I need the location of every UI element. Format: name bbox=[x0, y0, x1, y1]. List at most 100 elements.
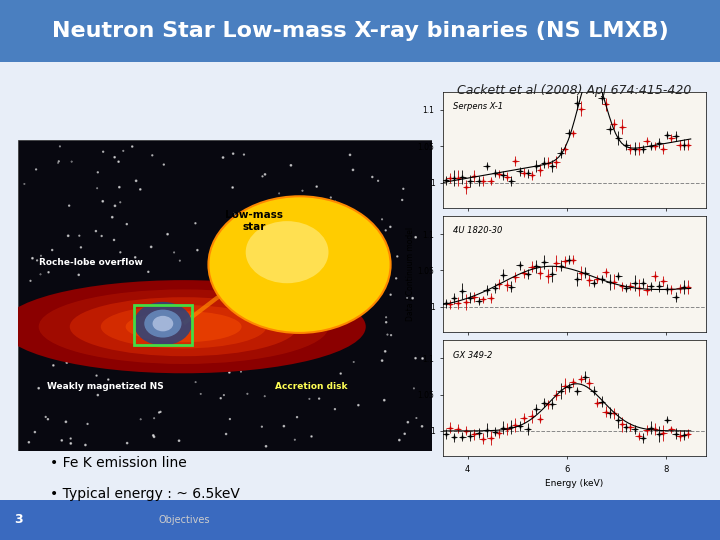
Point bbox=[73, 271, 84, 279]
Point bbox=[155, 408, 166, 416]
Point bbox=[235, 367, 247, 376]
Point bbox=[42, 268, 54, 276]
Point bbox=[217, 285, 228, 293]
Point bbox=[348, 357, 359, 366]
Text: GX 349-2: GX 349-2 bbox=[454, 350, 492, 360]
Point bbox=[294, 247, 305, 256]
Point bbox=[370, 232, 382, 240]
Point bbox=[148, 431, 159, 440]
Point bbox=[130, 253, 141, 262]
Point bbox=[347, 166, 359, 174]
Point bbox=[380, 313, 392, 322]
Point bbox=[259, 170, 271, 179]
Point bbox=[192, 246, 203, 254]
Point bbox=[134, 310, 145, 319]
Point bbox=[392, 252, 403, 261]
Point bbox=[274, 304, 285, 313]
Point bbox=[263, 201, 274, 210]
Point bbox=[394, 436, 405, 444]
Point bbox=[382, 330, 393, 339]
Text: Accretion disk: Accretion disk bbox=[275, 382, 347, 391]
Point bbox=[164, 299, 176, 308]
Point bbox=[114, 248, 126, 256]
Point bbox=[144, 279, 156, 288]
Point bbox=[60, 417, 72, 426]
Point bbox=[348, 275, 360, 284]
Point bbox=[91, 372, 102, 380]
Point bbox=[161, 286, 173, 294]
Point bbox=[158, 160, 170, 169]
Point bbox=[238, 150, 250, 159]
Point bbox=[109, 153, 120, 161]
Circle shape bbox=[144, 309, 181, 338]
Point bbox=[257, 172, 269, 181]
Point bbox=[366, 173, 378, 181]
Point bbox=[90, 227, 102, 235]
Point bbox=[323, 345, 335, 354]
Point bbox=[402, 418, 413, 427]
Point bbox=[65, 439, 76, 448]
Point bbox=[335, 369, 346, 378]
Point bbox=[416, 422, 428, 430]
Point bbox=[30, 165, 42, 174]
Point bbox=[80, 441, 91, 449]
Point bbox=[417, 354, 428, 363]
Point bbox=[122, 439, 133, 448]
Point bbox=[165, 332, 176, 340]
Circle shape bbox=[246, 221, 328, 283]
Ellipse shape bbox=[70, 297, 297, 356]
Text: • Typical energy : ~ 6.5keV: • Typical energy : ~ 6.5keV bbox=[50, 487, 240, 501]
Point bbox=[344, 224, 356, 232]
Point bbox=[274, 282, 286, 291]
Point bbox=[63, 232, 74, 240]
Y-axis label: Data / Continuum model: Data / Continuum model bbox=[406, 227, 415, 321]
Point bbox=[72, 357, 84, 366]
Ellipse shape bbox=[39, 289, 328, 364]
Point bbox=[87, 347, 99, 355]
Point bbox=[92, 391, 104, 400]
Text: Objectives: Objectives bbox=[158, 515, 210, 525]
Point bbox=[292, 413, 303, 421]
Point bbox=[82, 420, 94, 428]
Text: • Fe K emission line: • Fe K emission line bbox=[50, 456, 187, 470]
Circle shape bbox=[209, 197, 391, 333]
Point bbox=[80, 259, 91, 268]
Point bbox=[86, 291, 97, 299]
Point bbox=[265, 244, 276, 252]
Point bbox=[330, 197, 341, 206]
Point bbox=[312, 268, 323, 277]
Point bbox=[138, 312, 150, 320]
Point bbox=[97, 197, 109, 206]
Point bbox=[285, 161, 297, 170]
Point bbox=[278, 422, 289, 430]
Point bbox=[27, 254, 38, 262]
Point bbox=[195, 389, 207, 398]
Text: 3: 3 bbox=[14, 513, 23, 526]
Point bbox=[63, 201, 75, 210]
Point bbox=[273, 248, 284, 256]
Ellipse shape bbox=[126, 311, 242, 342]
Point bbox=[306, 432, 318, 441]
Point bbox=[37, 329, 49, 338]
Point bbox=[143, 267, 154, 276]
Point bbox=[135, 415, 146, 423]
Point bbox=[380, 226, 392, 235]
Point bbox=[333, 214, 344, 222]
Point bbox=[186, 335, 197, 344]
Point bbox=[274, 189, 285, 198]
Point bbox=[24, 276, 36, 285]
Point bbox=[242, 389, 253, 398]
X-axis label: Energy (keV): Energy (keV) bbox=[545, 479, 603, 488]
Point bbox=[224, 368, 235, 377]
Point bbox=[379, 396, 390, 404]
Point bbox=[244, 334, 256, 342]
Point bbox=[140, 358, 151, 367]
Point bbox=[377, 356, 388, 365]
Point bbox=[312, 302, 324, 310]
Point bbox=[148, 433, 160, 441]
Point bbox=[174, 436, 185, 445]
Point bbox=[407, 294, 418, 302]
Point bbox=[353, 401, 364, 409]
Point bbox=[183, 286, 194, 295]
Point bbox=[23, 438, 35, 447]
